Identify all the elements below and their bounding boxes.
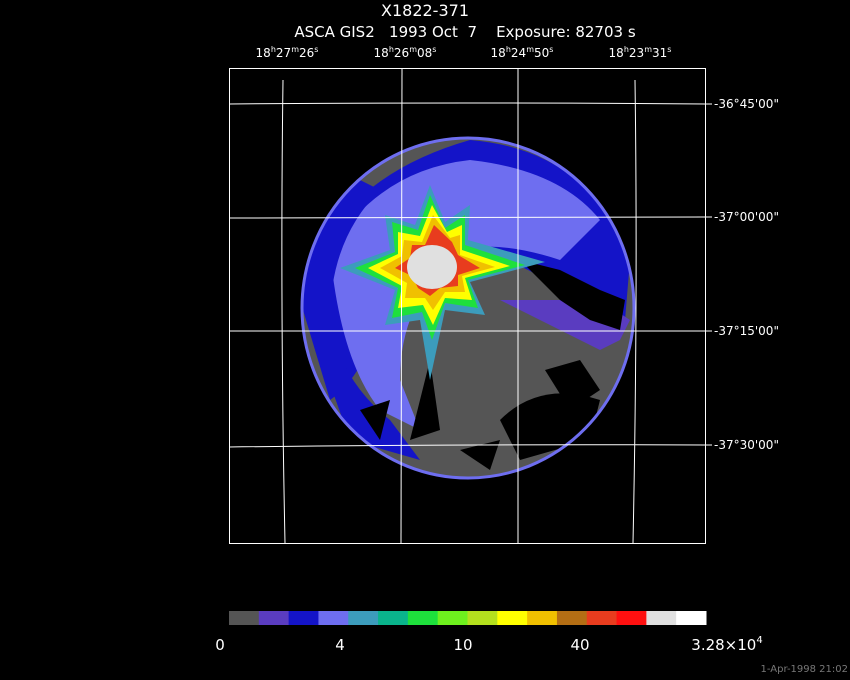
colorbar-label: 40 xyxy=(570,636,589,654)
ra-unit: m xyxy=(644,45,652,54)
colorbar-swatch xyxy=(676,611,707,625)
dec-label: -37°15'00" xyxy=(714,324,779,338)
ra-unit: m xyxy=(526,45,534,54)
colorbar-label: 10 xyxy=(453,636,472,654)
ra-label: 18h26m08s xyxy=(374,45,437,60)
colorbar-label: 3.28×104 xyxy=(691,635,762,654)
colorbar-swatch xyxy=(437,611,468,625)
ra-label: 18h27m26s xyxy=(256,45,319,60)
colorbar-swatch xyxy=(616,611,647,625)
colorbar-swatch xyxy=(378,611,409,625)
colorbar-swatch xyxy=(497,611,528,625)
ra-value: 27 xyxy=(276,46,291,60)
ra-value: 18 xyxy=(374,46,389,60)
ra-value: 26 xyxy=(394,46,409,60)
colorbar-swatch xyxy=(229,611,260,625)
ra-unit: h xyxy=(389,45,394,54)
colorbar-swatch xyxy=(407,611,439,625)
colorbar-swatch xyxy=(288,611,319,625)
ra-unit: m xyxy=(291,45,299,54)
colorbar-swatch xyxy=(586,611,618,625)
colorbar-swatch xyxy=(258,611,290,625)
ra-value: 26 xyxy=(299,46,314,60)
ra-label: 18h23m31s xyxy=(609,45,672,60)
colorbar-swatch xyxy=(467,611,498,625)
ra-unit: s xyxy=(314,45,318,54)
title: X1822-371 xyxy=(381,1,469,20)
ra-unit: s xyxy=(667,45,671,54)
ra-unit: h xyxy=(624,45,629,54)
ra-value: 23 xyxy=(629,46,644,60)
ra-label: 18h24m50s xyxy=(491,45,554,60)
ra-unit: s xyxy=(549,45,553,54)
subtitle: ASCA GIS2 1993 Oct 7 Exposure: 82703 s xyxy=(294,23,635,41)
colorbar-exponent: 4 xyxy=(756,635,762,646)
ra-labels: 18h27m26s 18h26m08s 18h24m50s 18h23m31s xyxy=(256,45,672,60)
colorbar: 0 4 10 40 3.28×104 xyxy=(215,611,763,654)
ra-value: 24 xyxy=(511,46,526,60)
ra-unit: m xyxy=(409,45,417,54)
colorbar-label: 4 xyxy=(335,636,345,654)
colorbar-label: 0 xyxy=(215,636,225,654)
ra-value: 31 xyxy=(652,46,667,60)
dec-label: -36°45'00" xyxy=(714,97,779,111)
ra-value: 18 xyxy=(256,46,271,60)
ra-unit: s xyxy=(432,45,436,54)
ra-value: 50 xyxy=(534,46,549,60)
ra-value: 18 xyxy=(491,46,506,60)
dec-labels: -36°45'00" -37°00'00" -37°15'00" -37°30'00" xyxy=(714,97,779,452)
image xyxy=(300,136,636,480)
colorbar-swatch xyxy=(348,611,379,625)
colorbar-swatch xyxy=(527,611,558,625)
dec-label: -37°00'00" xyxy=(714,210,779,224)
colorbar-swatch xyxy=(556,611,588,625)
ra-unit: h xyxy=(271,45,276,54)
ra-value: 08 xyxy=(417,46,432,60)
coordinate-grid xyxy=(228,67,712,544)
colorbar-swatch xyxy=(646,611,677,625)
dec-label: -37°30'00" xyxy=(714,438,779,452)
ra-unit: h xyxy=(506,45,511,54)
timestamp: 1-Apr-1998 21:02 xyxy=(761,664,848,675)
ra-value: 18 xyxy=(609,46,624,60)
colorbar-swatch xyxy=(318,611,349,625)
